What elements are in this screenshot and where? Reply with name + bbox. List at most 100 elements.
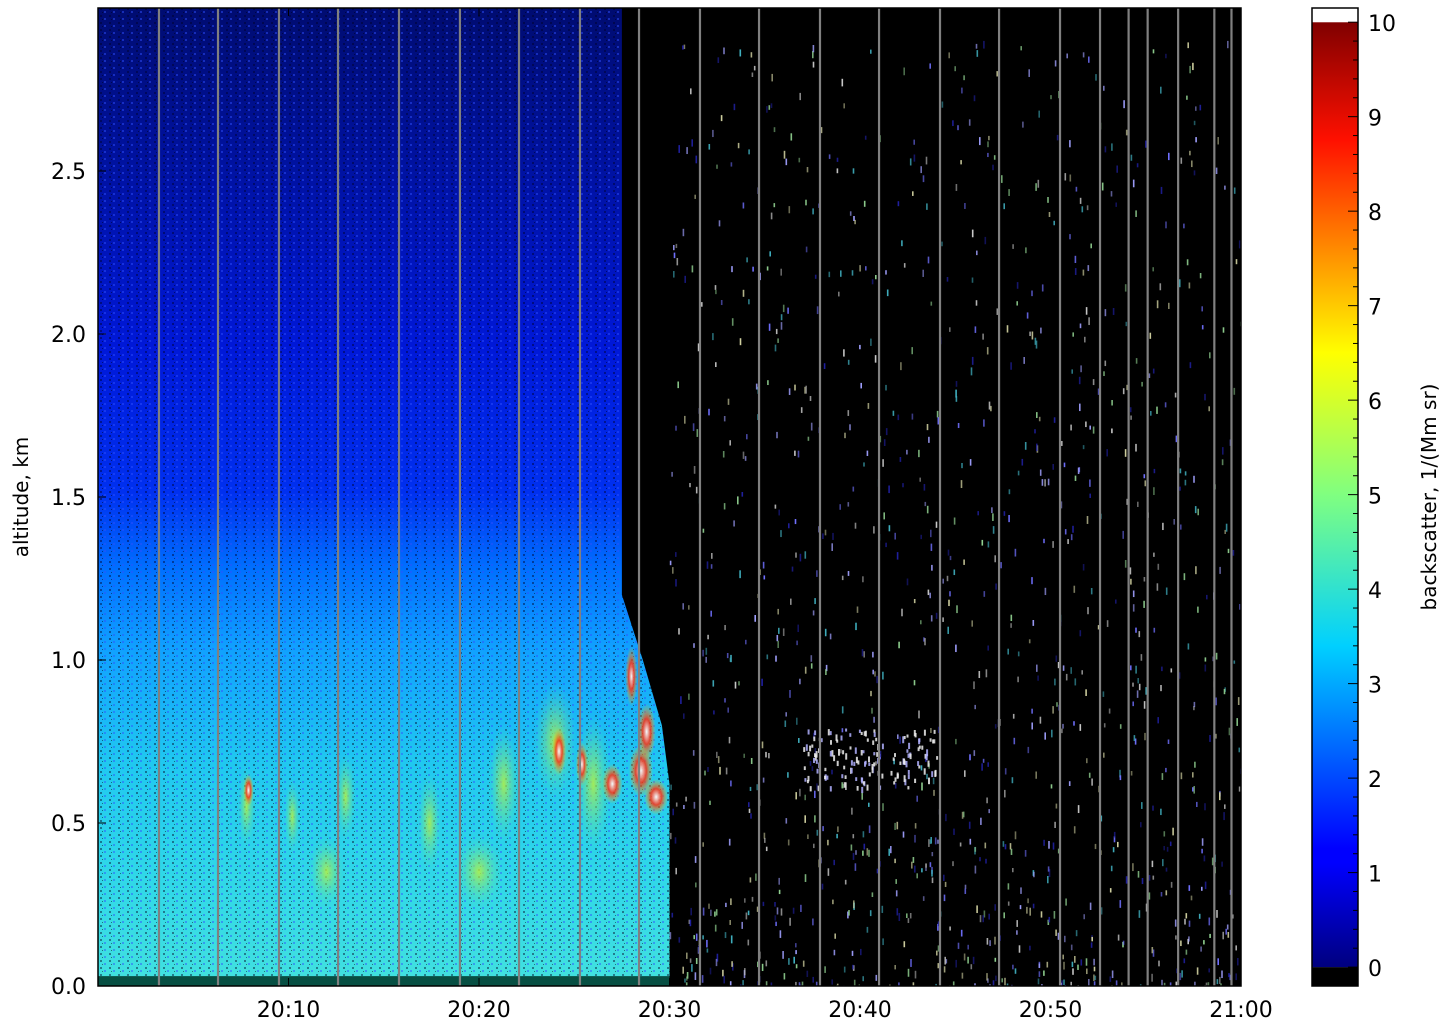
noise-speck (1052, 464, 1054, 470)
noise-speck (963, 559, 965, 565)
noise-speck (682, 603, 684, 610)
noise-speck (1165, 587, 1168, 595)
noise-speck (807, 834, 809, 839)
noise-speck (1020, 887, 1022, 894)
colorbar-tick-label: 1 (1368, 863, 1382, 888)
noise-speck (1089, 479, 1091, 487)
noise-speck (1232, 914, 1234, 919)
noise-speck (1050, 784, 1053, 789)
noise-speck (729, 920, 731, 925)
noise-speck (1203, 940, 1205, 945)
noise-speck (1056, 134, 1059, 141)
noise-speck (816, 783, 818, 790)
noise-speck (883, 439, 886, 446)
noise-speck (1047, 866, 1050, 872)
noise-speck (1184, 479, 1187, 486)
noise-speck (840, 749, 842, 754)
noise-speck (706, 561, 709, 569)
noise-speck (780, 268, 782, 276)
noise-speck (881, 905, 884, 913)
noise-speck (800, 407, 803, 413)
noise-speck (731, 266, 733, 273)
weak-layer-speck (811, 744, 814, 748)
noise-speck (1023, 357, 1025, 364)
noise-speck (778, 889, 781, 895)
noise-speck (948, 52, 950, 59)
noise-speck (1070, 424, 1072, 431)
noise-speck (1183, 958, 1186, 964)
noise-speck (879, 751, 882, 758)
noise-speck (928, 839, 930, 847)
weak-layer-speck (842, 750, 845, 755)
noise-speck (836, 168, 839, 174)
noise-speck (689, 919, 692, 927)
noise-speck (1085, 307, 1088, 315)
noise-speck (1189, 65, 1191, 74)
y-tick-label: 0.0 (51, 975, 86, 1000)
noise-speck (1117, 841, 1119, 848)
weak-layer-speck (803, 766, 806, 771)
noise-speck (716, 164, 718, 169)
noise-speck (1205, 982, 1208, 986)
noise-speck (1062, 723, 1064, 729)
weak-layer-speck (908, 742, 911, 750)
noise-speck (972, 956, 975, 965)
weak-layer-speck (833, 755, 836, 762)
noise-speck (899, 457, 902, 462)
noise-speck (814, 598, 816, 605)
noise-speck (1088, 317, 1090, 326)
weak-layer-speck (863, 731, 866, 736)
noise-speck (961, 87, 963, 94)
noise-speck (1132, 682, 1134, 687)
noise-speck (1130, 665, 1132, 671)
noise-speck (750, 813, 752, 819)
noise-speck (715, 289, 717, 295)
noise-speck (853, 216, 855, 222)
noise-speck (1227, 40, 1229, 49)
noise-speck (927, 256, 930, 264)
noise-speck (1038, 971, 1041, 977)
weak-layer-speck (827, 729, 830, 736)
noise-speck (725, 902, 727, 908)
noise-speck (1048, 841, 1050, 849)
noise-speck (859, 265, 861, 272)
noise-speck (863, 651, 865, 658)
noise-speck (981, 763, 983, 771)
noise-speck (742, 451, 745, 459)
weak-layer-speck (840, 735, 843, 741)
weak-layer-speck (921, 745, 924, 750)
noise-speck (913, 139, 915, 145)
noise-speck (838, 291, 840, 297)
noise-speck (825, 669, 827, 675)
noise-speck (987, 152, 989, 158)
noise-speck (804, 666, 807, 674)
noise-speck (1143, 600, 1145, 608)
noise-speck (787, 772, 789, 778)
noise-speck (1064, 529, 1067, 535)
noise-speck (1074, 268, 1077, 275)
noise-speck (1082, 564, 1085, 571)
noise-speck (1061, 441, 1063, 446)
noise-speck (1031, 290, 1033, 297)
noise-speck (871, 279, 874, 285)
noise-speck (1008, 489, 1011, 495)
weak-layer-speck (835, 734, 838, 741)
noise-speck (1178, 279, 1181, 288)
noise-speck (801, 981, 804, 986)
noise-speck (906, 449, 908, 455)
noise-speck (1217, 958, 1219, 966)
noise-speck (875, 275, 877, 280)
noise-speck (798, 982, 801, 986)
noise-speck (986, 973, 988, 981)
noise-speck (851, 807, 853, 815)
noise-speck (1074, 956, 1076, 963)
noise-speck (743, 753, 745, 758)
weak-layer-speck (841, 774, 844, 779)
noise-speck (971, 620, 973, 627)
weak-layer-speck (871, 764, 874, 770)
noise-speck (920, 765, 923, 771)
weak-layer-speck (899, 761, 902, 765)
noise-speck (992, 164, 994, 171)
noise-speck (1095, 74, 1097, 81)
noise-speck (930, 543, 933, 551)
